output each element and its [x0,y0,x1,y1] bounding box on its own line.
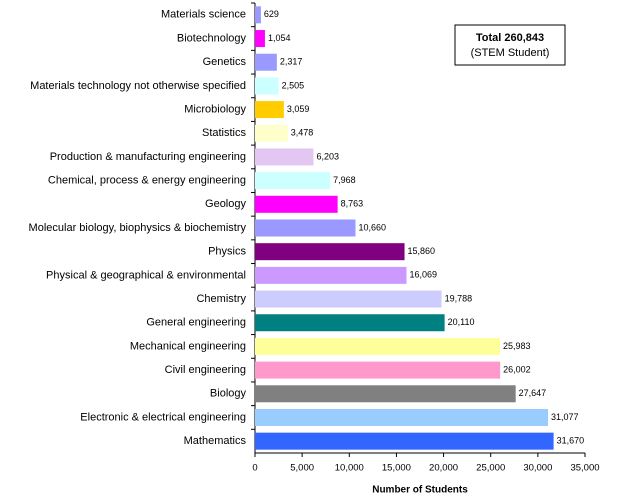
bar [255,53,277,71]
bar [255,148,314,166]
bar [255,432,554,450]
value-label: 2,505 [282,80,305,90]
x-axis-label: Number of Students [372,485,468,496]
bar [255,408,549,426]
y-tick-label: Civil engineering [165,364,246,376]
y-tick-label: Biotechnology [177,32,247,44]
y-tick-label: Physical & geographical & environmental [46,269,246,281]
value-label: 7,968 [333,175,356,185]
bar [255,266,407,284]
x-tick-label: 30,000 [523,463,552,474]
y-tick-label: Genetics [203,56,247,68]
y-tick-label: Statistics [202,127,247,139]
y-tick-label: Materials technology not otherwise speci… [30,80,246,92]
y-tick-label: Chemistry [196,293,246,305]
bar [255,290,442,308]
y-tick-label: Materials science [161,9,246,21]
y-tick-label: Biology [210,388,247,400]
value-label: 26,002 [503,364,531,374]
y-tick-label: Microbiology [184,103,246,115]
value-label: 25,983 [503,341,531,351]
x-tick-label: 0 [252,463,257,474]
annotation-title: Total 260,843 [476,32,544,44]
value-label: 2,317 [280,57,303,67]
x-tick-label: 15,000 [382,463,411,474]
value-label: 31,670 [557,436,585,446]
bar [255,6,261,24]
value-label: 10,660 [359,222,387,232]
bar [255,361,501,379]
bar [255,30,265,48]
bar [255,77,279,95]
y-tick-label: Geology [205,198,246,210]
x-tick-label: 10,000 [335,463,364,474]
bar [255,124,288,142]
value-label: 19,788 [445,293,473,303]
y-tick-label: Mathematics [184,435,247,447]
bar [255,314,445,332]
value-label: 629 [264,9,279,19]
value-label: 3,059 [287,104,310,114]
value-label: 8,763 [341,199,364,209]
x-tick-label: 5,000 [290,463,314,474]
value-label: 31,077 [551,412,579,422]
value-label: 1,054 [268,33,291,43]
value-label: 27,647 [519,388,547,398]
annotation-box [454,24,566,66]
value-label: 3,478 [291,128,314,138]
bar [255,385,516,403]
bar [255,195,338,213]
y-tick-label: Production & manufacturing engineering [50,151,246,163]
x-tick-label: 20,000 [429,463,458,474]
value-label: 20,110 [448,317,475,327]
value-label: 6,203 [316,151,339,161]
bar [255,337,500,355]
x-tick-label: 35,000 [570,463,599,474]
value-label: 15,860 [408,246,436,256]
y-tick-label: Electronic & electrical engineering [80,411,246,423]
y-tick-label: Chemical, process & energy engineering [48,175,246,187]
bar [255,219,356,237]
y-tick-label: Molecular biology, biophysics & biochemi… [29,222,247,234]
y-tick-label: Physics [208,246,246,258]
bar [255,243,405,261]
annotation-subtitle: (STEM Student) [471,47,550,59]
bar [255,172,331,190]
x-tick-label: 25,000 [476,463,505,474]
y-tick-label: General engineering [146,317,246,329]
bar [255,101,284,119]
y-tick-label: Mechanical engineering [130,340,246,352]
value-label: 16,069 [410,270,438,280]
